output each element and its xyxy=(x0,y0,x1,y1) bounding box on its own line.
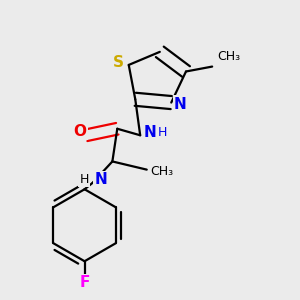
Text: H: H xyxy=(80,173,89,186)
Text: CH₃: CH₃ xyxy=(150,165,173,178)
Text: H: H xyxy=(158,126,168,139)
Text: N: N xyxy=(144,124,157,140)
Text: CH₃: CH₃ xyxy=(217,50,240,63)
Text: S: S xyxy=(113,55,124,70)
Text: F: F xyxy=(80,275,90,290)
Text: N: N xyxy=(174,97,187,112)
Text: N: N xyxy=(94,172,107,187)
Text: O: O xyxy=(73,124,86,139)
